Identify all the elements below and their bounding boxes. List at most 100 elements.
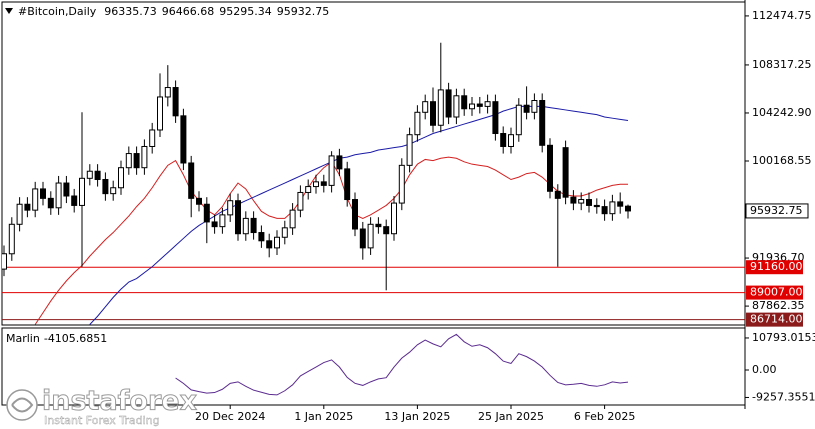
candle-body	[508, 134, 514, 147]
chart-title: #Bitcoin,Daily 96335.73 96466.68 95295.34 95…	[18, 5, 329, 18]
candle-body	[344, 168, 351, 201]
y-tick-label: 0.00	[752, 363, 777, 376]
x-tick-label: 1 Jan 2025	[294, 410, 353, 423]
candle-body	[515, 104, 522, 136]
candle-body	[437, 89, 444, 126]
candle-body	[531, 100, 538, 113]
line-series	[175, 333, 629, 396]
candle-body	[500, 133, 507, 147]
symbol: #Bitcoin,Daily	[18, 5, 97, 18]
candle-body	[266, 240, 273, 249]
candle-body	[8, 223, 15, 255]
candle-body	[2, 253, 7, 270]
candle-body	[125, 153, 132, 169]
candle-body	[352, 199, 358, 230]
candle-body	[593, 204, 600, 208]
candle-body	[55, 182, 62, 209]
candle-body	[320, 181, 327, 186]
candle-body	[297, 191, 304, 211]
candle-body	[328, 155, 335, 186]
level-label: 91160.00	[750, 260, 803, 273]
candle-body	[141, 145, 148, 169]
candle-body	[469, 103, 475, 110]
candle-body	[383, 226, 390, 235]
candle-body	[94, 170, 101, 180]
x-tick-label: 20 Dec 2024	[195, 410, 265, 423]
candle-body	[180, 115, 187, 164]
candle-body	[578, 199, 585, 204]
y-tick-label: -9257.3551	[752, 390, 815, 403]
candle-body	[570, 196, 577, 204]
candle-body	[203, 203, 210, 223]
candle-body	[484, 101, 491, 107]
watermark: instaforex Instant Forex Trading	[6, 385, 198, 427]
last-price-box	[745, 203, 809, 219]
indicator-plot	[175, 333, 629, 396]
candle-body	[609, 201, 616, 215]
candle-body	[157, 96, 163, 131]
candle-body	[118, 167, 124, 189]
last-price-label: 95932.75	[750, 204, 803, 217]
candle-body	[391, 202, 397, 235]
logo-tagline: Instant Forex Trading	[44, 414, 160, 427]
candle-body	[367, 223, 374, 249]
candle-body	[414, 111, 421, 136]
candle-body	[398, 164, 405, 204]
level-label: 89007.00	[750, 286, 803, 299]
main-frame	[1, 1, 746, 326]
candle-body	[79, 177, 85, 206]
candle-body	[63, 182, 70, 197]
candle-body	[274, 236, 280, 249]
candle-body	[235, 200, 241, 235]
y-tick-label: 100168.55	[752, 154, 812, 167]
indicator-value: -4105.6851	[44, 332, 107, 345]
candle-body	[102, 178, 109, 195]
candle-body	[617, 201, 624, 207]
logo-icon	[6, 389, 38, 421]
logo-swirl	[11, 397, 34, 413]
close: 95932.75	[277, 5, 330, 18]
y-tick-label: 10793.0153	[752, 331, 815, 344]
candle-body	[422, 101, 429, 113]
candle-body	[461, 95, 468, 110]
high: 96466.68	[162, 5, 215, 18]
level-label-box	[746, 285, 803, 300]
candle-body	[250, 217, 257, 234]
candle-body	[547, 144, 553, 192]
main-plot	[2, 42, 745, 325]
candle-body	[281, 227, 288, 238]
candle-body	[313, 181, 319, 188]
level-label-box	[746, 260, 803, 275]
candle-body	[196, 197, 202, 205]
candle-body	[32, 188, 39, 211]
x-tick-label: 25 Jan 2025	[478, 410, 544, 423]
level-label: 86714.00	[750, 313, 803, 326]
candle-body	[476, 103, 483, 107]
candle-body	[188, 162, 195, 199]
y-tick-label: 112474.75	[752, 9, 812, 22]
candle-body	[601, 206, 608, 215]
logo-text: instaforex	[42, 386, 197, 417]
candle-body	[336, 155, 343, 170]
candle-body	[219, 214, 226, 228]
candle-body	[375, 223, 382, 228]
candle-body	[227, 200, 234, 216]
candle-body	[164, 87, 171, 98]
candle-body	[86, 170, 93, 179]
candle-body	[445, 89, 452, 118]
y-tick-label: 87862.35	[752, 299, 805, 312]
candle-body	[149, 129, 156, 147]
indicator-label: Marlin -4105.6851	[6, 332, 107, 345]
candle-body	[211, 221, 218, 228]
x-tick-label: 13 Jan 2025	[384, 410, 450, 423]
candle-body	[133, 153, 140, 169]
candle-body	[110, 187, 117, 195]
low: 95295.34	[219, 5, 272, 18]
candle-body	[40, 188, 46, 199]
candle-body	[406, 134, 413, 166]
level-label-box	[746, 312, 803, 327]
candle-body	[430, 101, 436, 126]
y-tick-label: 104242.90	[752, 106, 812, 119]
